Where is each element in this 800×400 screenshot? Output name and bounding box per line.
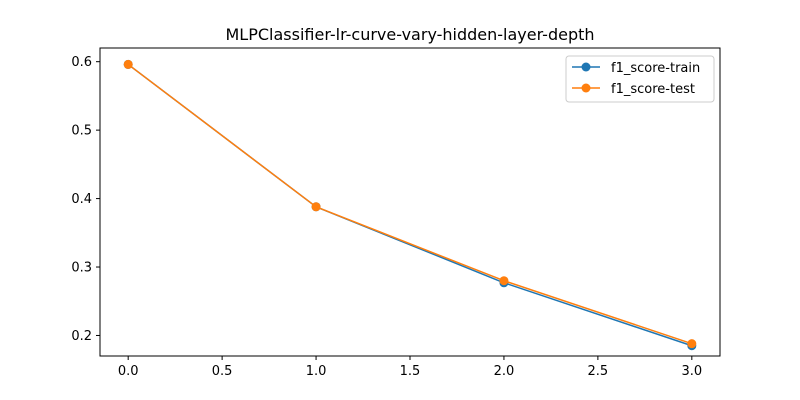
x-tick-label: 0.0 [118, 364, 139, 379]
data-point-f1-score-test [123, 59, 133, 69]
x-tick-label: 2.5 [588, 364, 609, 379]
axes-frame [99, 47, 721, 357]
legend-label-train: f1_score-train [611, 61, 700, 76]
x-tick-label: 1.0 [306, 364, 327, 379]
y-tick-label: 0.6 [71, 55, 92, 70]
chart-title: MLPClassifier-lr-curve-vary-hidden-layer… [225, 25, 594, 44]
y-tick-label: 0.4 [71, 192, 92, 207]
y-tick-label: 0.2 [71, 329, 92, 344]
legend-marker-train [581, 62, 591, 72]
legend-box [565, 55, 715, 103]
data-point-f1-score-test [687, 339, 697, 349]
legend-marker-test [581, 83, 591, 93]
y-tick-label: 0.5 [71, 124, 92, 139]
x-tick-label: 2.0 [494, 364, 515, 379]
legend-label-test: f1_score-test [611, 82, 695, 97]
plot-area: 0.0 0.5 1.0 1.5 2.0 2.5 3.0 0.2 0.3 0.4 0.5 0.6 [71, 55, 702, 379]
x-tick-label: 0.5 [212, 364, 233, 379]
x-tick-label: 3.0 [681, 364, 702, 379]
series-line-f1-score-test [127, 63, 693, 345]
legend: f1_score-train f1_score-test [565, 55, 715, 103]
data-point-f1-score-test [311, 202, 321, 212]
data-point-f1-score-test [499, 276, 509, 286]
y-tick-label: 0.3 [71, 261, 92, 276]
x-tick-label: 1.5 [400, 364, 421, 379]
